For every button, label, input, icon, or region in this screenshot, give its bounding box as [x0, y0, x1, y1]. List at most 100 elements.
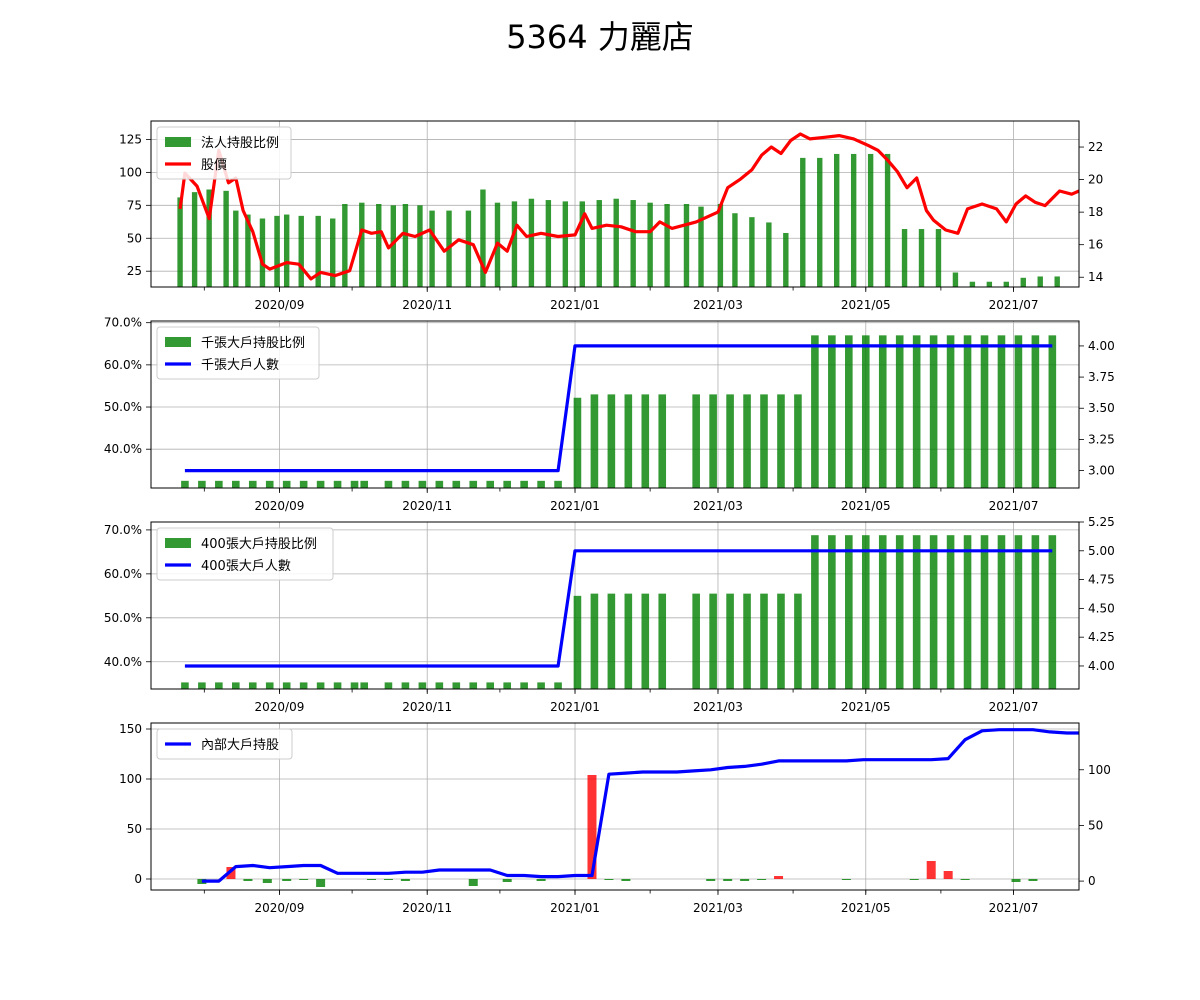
bar — [621, 879, 631, 881]
y-tick-label-right: 4.00 — [1088, 339, 1115, 353]
bar — [861, 335, 870, 488]
bar — [452, 682, 461, 689]
bar — [717, 204, 724, 287]
bar — [929, 335, 938, 488]
y-tick-label-left: 40.0% — [104, 655, 142, 669]
x-tick-label: 2021/03 — [693, 298, 743, 312]
bar — [282, 879, 292, 881]
bar — [783, 232, 789, 287]
y-axis-left: 25 50 75 100 125 — [119, 132, 151, 278]
bar — [316, 480, 325, 488]
bar — [624, 394, 633, 488]
y-axis-right: 4.00 4.25 4.50 4.75 5.00 5.25 — [1079, 515, 1115, 673]
bar — [259, 218, 266, 287]
x-tick-label: 2021/07 — [989, 901, 1039, 915]
y-axis-left: 40.0% 50.0% 60.0% 70.0% — [104, 316, 151, 456]
chart-panel-1: 2020/09 2020/11 2021/01 2021/03 2021/05 2021/… — [119, 120, 1103, 312]
axes-frame — [150, 120, 1080, 288]
bar — [658, 593, 667, 689]
legend-box — [156, 527, 334, 581]
bar — [383, 879, 393, 880]
bar — [486, 682, 495, 689]
y-tick-label-left: 70.0% — [104, 523, 142, 537]
bar — [683, 204, 690, 287]
bar — [828, 535, 836, 689]
y-tick-label-left: 50 — [127, 822, 142, 836]
y-tick-label-right: 5.25 — [1088, 515, 1115, 529]
bar — [316, 682, 325, 689]
legend: 400張大戶持股比例 400張大戶人數 — [156, 527, 334, 581]
axes-frame — [150, 521, 1080, 690]
bar — [511, 201, 518, 287]
bar — [333, 480, 342, 488]
bar — [935, 229, 942, 287]
bar — [198, 682, 206, 689]
x-tick-label: 2021/03 — [693, 901, 743, 915]
legend-label: 股價 — [201, 158, 227, 173]
bar — [243, 879, 253, 881]
bar — [342, 204, 348, 287]
bar — [401, 480, 410, 488]
y-axis-right: 14 16 18 20 22 — [1079, 140, 1103, 284]
bar — [390, 205, 396, 287]
bar — [350, 682, 359, 689]
bar — [248, 480, 257, 488]
x-tick-label: 2021/03 — [693, 700, 743, 714]
bar — [359, 202, 365, 287]
y-tick-label-right: 3.75 — [1088, 370, 1115, 384]
bar — [986, 281, 993, 287]
bar — [401, 682, 410, 689]
bar — [298, 215, 304, 287]
bar — [884, 153, 891, 287]
legend-label: 內部大戶持股 — [201, 738, 279, 753]
bar — [587, 775, 597, 879]
bar — [418, 682, 427, 689]
bar — [1014, 335, 1023, 488]
bar — [997, 335, 1006, 488]
bar — [766, 222, 772, 287]
bar — [658, 394, 667, 488]
x-axis: 2020/09 2020/11 2021/01 2021/03 2021/05 2021/… — [203, 689, 1039, 714]
bar — [503, 480, 511, 488]
bar — [469, 480, 478, 488]
legend: 內部大戶持股 — [156, 728, 293, 760]
legend-box — [156, 326, 320, 380]
bar — [402, 204, 409, 287]
x-tick-label: 2021/01 — [550, 700, 600, 714]
x-tick-label: 2021/05 — [841, 901, 891, 915]
bar — [215, 480, 223, 488]
x-tick-label: 2020/09 — [254, 700, 304, 714]
bar — [969, 281, 976, 287]
grid — [151, 723, 1079, 890]
y-tick-label-left: 70.0% — [104, 316, 142, 330]
bar — [299, 682, 308, 689]
chart-panel-2: 2020/09 2020/11 2021/01 2021/03 2021/05 2021/… — [104, 316, 1115, 513]
bar — [1011, 879, 1021, 882]
y-tick-label-right: 4.50 — [1088, 601, 1115, 615]
bar — [376, 204, 382, 287]
bar — [520, 682, 528, 689]
bar — [503, 682, 511, 689]
bar — [963, 335, 972, 488]
bar — [834, 153, 840, 287]
bar — [943, 871, 953, 879]
bar — [417, 205, 423, 287]
legend-label: 千張大戶人數 — [201, 358, 279, 373]
bar — [468, 879, 478, 886]
bar — [299, 879, 309, 880]
bar — [774, 876, 784, 879]
bars — [181, 535, 1057, 689]
bar — [630, 200, 636, 287]
bar — [215, 682, 223, 689]
bar — [315, 215, 321, 287]
y-axis-left: 40.0% 50.0% 60.0% 70.0% — [104, 523, 151, 669]
axes-frame — [150, 722, 1080, 891]
axes-frame — [150, 320, 1080, 489]
y-tick-label-right: 14 — [1088, 270, 1103, 284]
bar — [452, 480, 461, 488]
legend-label: 400張大戶人數 — [201, 559, 291, 574]
bar — [486, 480, 495, 488]
x-tick-label: 2021/01 — [550, 499, 600, 513]
bar — [604, 879, 614, 880]
